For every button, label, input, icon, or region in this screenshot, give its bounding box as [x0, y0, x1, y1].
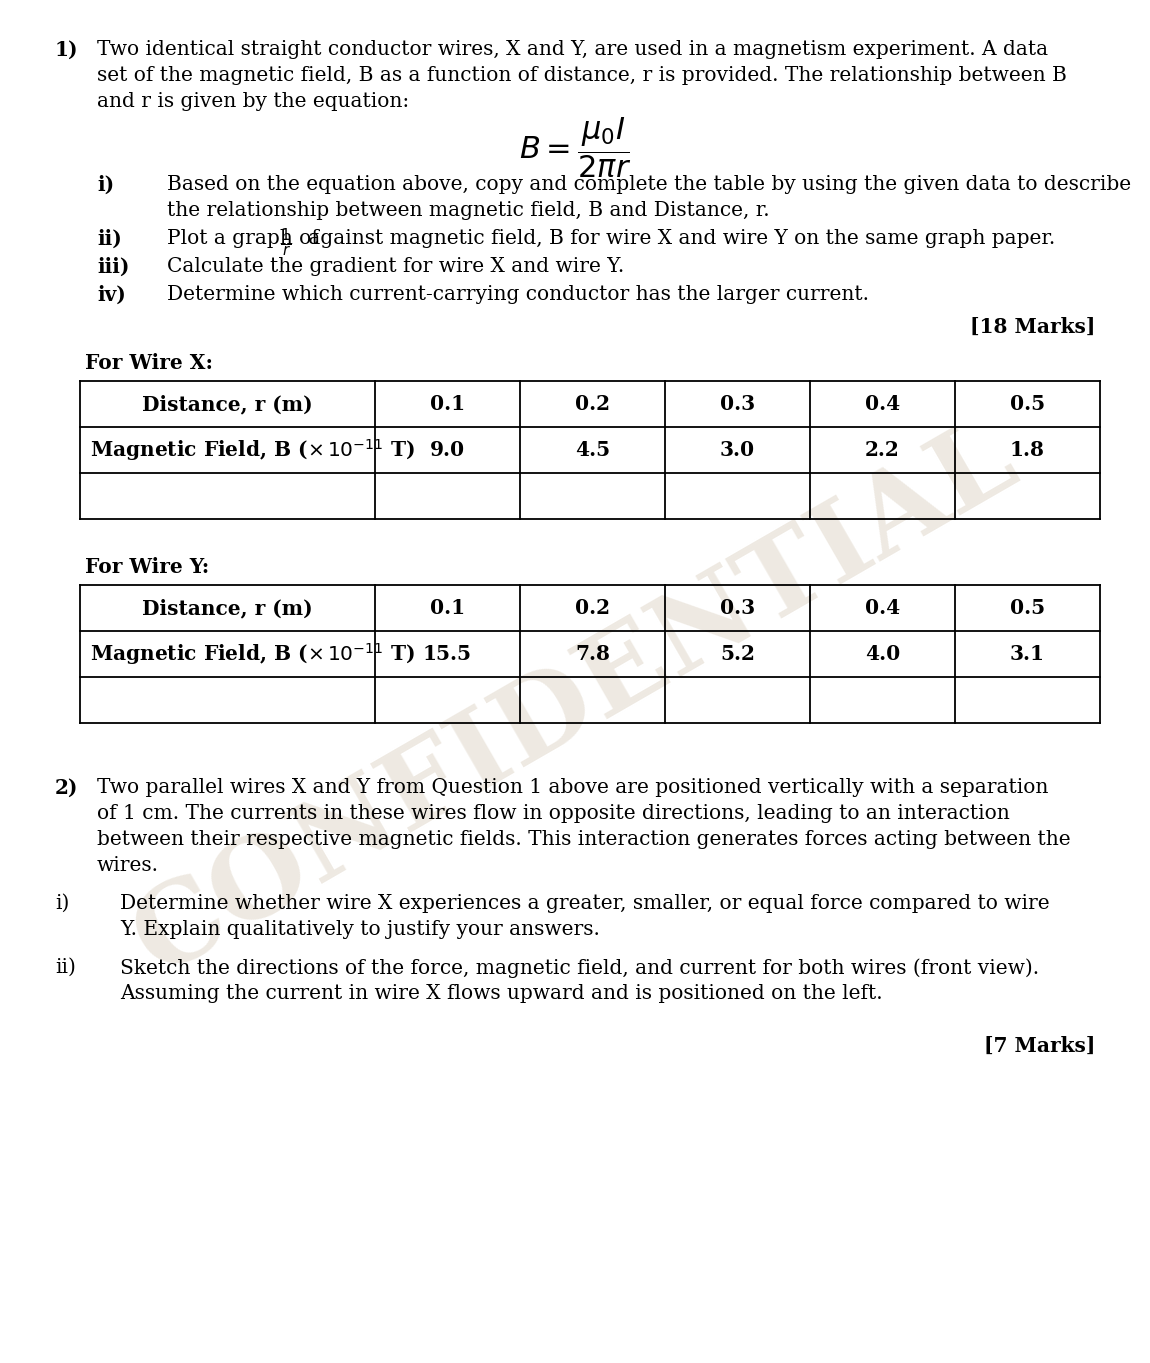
Text: 2.2: 2.2 — [865, 440, 900, 459]
Text: Determine which current-carrying conductor has the larger current.: Determine which current-carrying conduct… — [167, 285, 869, 304]
Text: Based on the equation above, copy and complete the table by using the given data: Based on the equation above, copy and co… — [167, 174, 1132, 194]
Text: ii): ii) — [97, 229, 122, 249]
Text: 1.8: 1.8 — [1010, 440, 1045, 459]
Text: 0.3: 0.3 — [720, 598, 756, 617]
Text: i): i) — [97, 174, 114, 195]
Text: Two identical straight conductor wires, X and Y, are used in a magnetism experim: Two identical straight conductor wires, … — [97, 40, 1048, 59]
Text: Assuming the current in wire X flows upward and is positioned on the left.: Assuming the current in wire X flows upw… — [120, 984, 883, 1003]
Text: CONFIDENTIAL: CONFIDENTIAL — [115, 403, 1035, 996]
Text: 0.5: 0.5 — [1010, 394, 1045, 414]
Text: Magnetic Field, B ($\times\,10^{-11}$ T): Magnetic Field, B ($\times\,10^{-11}$ T) — [90, 438, 415, 463]
Text: against magnetic field, B for wire X and wire Y on the same graph paper.: against magnetic field, B for wire X and… — [301, 229, 1055, 248]
Text: 0.1: 0.1 — [430, 394, 465, 414]
Text: Calculate the gradient for wire X and wire Y.: Calculate the gradient for wire X and wi… — [167, 258, 624, 275]
Text: 2): 2) — [55, 778, 78, 797]
Text: i): i) — [55, 894, 69, 913]
Text: $\frac{1}{r}$: $\frac{1}{r}$ — [279, 226, 291, 258]
Text: of 1 cm. The currents in these wires flow in opposite directions, leading to an : of 1 cm. The currents in these wires flo… — [97, 804, 1010, 823]
Text: between their respective magnetic fields. This interaction generates forces acti: between their respective magnetic fields… — [97, 830, 1071, 849]
Text: For Wire X:: For Wire X: — [85, 353, 213, 373]
Text: 7.8: 7.8 — [575, 643, 610, 664]
Text: 0.4: 0.4 — [865, 598, 900, 617]
Text: 3.1: 3.1 — [1010, 643, 1045, 664]
Text: 1): 1) — [55, 40, 78, 60]
Text: Plot a graph of: Plot a graph of — [167, 229, 325, 248]
Text: 9.0: 9.0 — [430, 440, 465, 459]
Text: $B = \dfrac{\mu_0 I}{2\pi r}$: $B = \dfrac{\mu_0 I}{2\pi r}$ — [519, 114, 631, 180]
Text: 0.5: 0.5 — [1010, 598, 1045, 617]
Text: Y. Explain qualitatively to justify your answers.: Y. Explain qualitatively to justify your… — [120, 920, 600, 939]
Text: 4.5: 4.5 — [575, 440, 610, 459]
Text: Two parallel wires X and Y from Question 1 above are positioned vertically with : Two parallel wires X and Y from Question… — [97, 778, 1049, 797]
Text: 0.2: 0.2 — [575, 598, 610, 617]
Text: 0.1: 0.1 — [430, 598, 465, 617]
Text: 15.5: 15.5 — [423, 643, 471, 664]
Text: ii): ii) — [55, 958, 76, 977]
Text: and r is given by the equation:: and r is given by the equation: — [97, 91, 409, 110]
Text: Determine whether wire X experiences a greater, smaller, or equal force compared: Determine whether wire X experiences a g… — [120, 894, 1050, 913]
Text: wires.: wires. — [97, 856, 159, 875]
Text: the relationship between magnetic field, B and Distance, r.: the relationship between magnetic field,… — [167, 200, 769, 219]
Text: Magnetic Field, B ($\times\,10^{-11}$ T): Magnetic Field, B ($\times\,10^{-11}$ T) — [90, 641, 415, 667]
Text: set of the magnetic field, B as a function of distance, r is provided. The relat: set of the magnetic field, B as a functi… — [97, 65, 1067, 85]
Text: 0.3: 0.3 — [720, 394, 756, 414]
Text: Sketch the directions of the force, magnetic field, and current for both wires (: Sketch the directions of the force, magn… — [120, 958, 1040, 977]
Text: 3.0: 3.0 — [720, 440, 756, 459]
Text: 5.2: 5.2 — [720, 643, 754, 664]
Text: 0.2: 0.2 — [575, 394, 610, 414]
Text: Distance, r (m): Distance, r (m) — [143, 598, 313, 617]
Text: iv): iv) — [97, 285, 125, 305]
Text: 0.4: 0.4 — [865, 394, 900, 414]
Text: [18 Marks]: [18 Marks] — [969, 318, 1095, 337]
Text: Distance, r (m): Distance, r (m) — [143, 394, 313, 414]
Text: For Wire Y:: For Wire Y: — [85, 557, 209, 577]
Text: [7 Marks]: [7 Marks] — [983, 1036, 1095, 1056]
Text: iii): iii) — [97, 258, 129, 277]
Text: 4.0: 4.0 — [865, 643, 900, 664]
